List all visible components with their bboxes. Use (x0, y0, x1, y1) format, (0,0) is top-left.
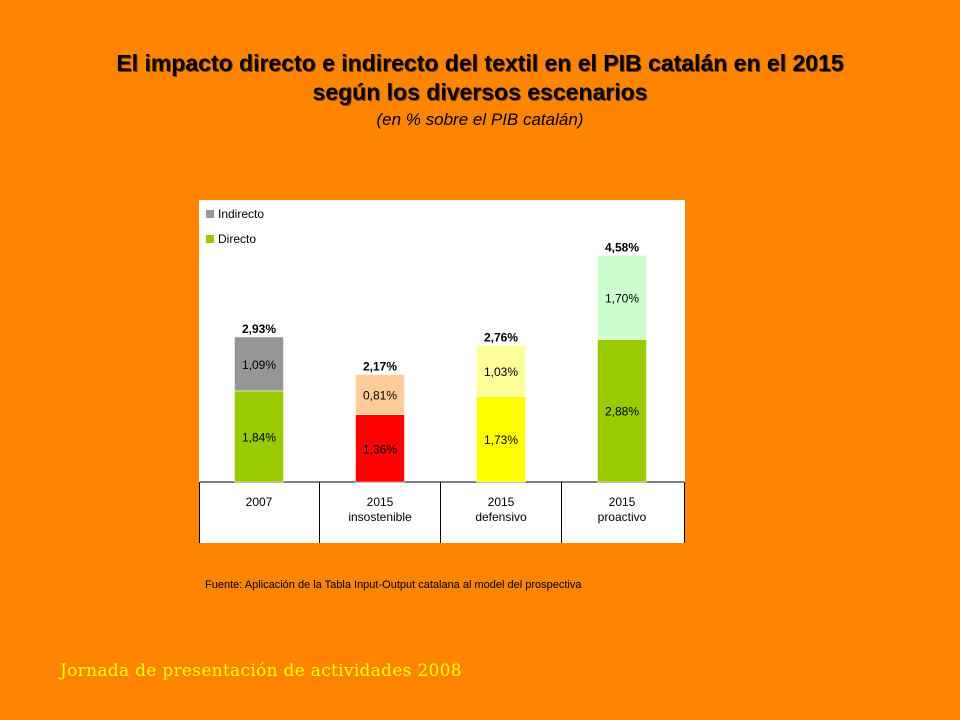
bar-indirecto-0 (234, 336, 284, 392)
chart-title-line1: El impacto directo e indirecto del texti… (116, 50, 844, 76)
x-tick-label-3-1: proactivo (598, 510, 647, 524)
data-label-indirecto-1: 0,81% (363, 389, 397, 403)
bar-indirecto-2 (476, 345, 526, 397)
x-tick-label-2-0: 2015 (488, 495, 515, 509)
x-tick-label-0-0: 2007 (246, 495, 273, 509)
data-label-indirecto-3: 1,70% (605, 291, 639, 305)
data-label-directo-0: 1,84% (242, 430, 276, 444)
chart-area: 1,84% 1,09% 2,93% 2007 1,36% 0,81% 2,17% 2015 in… (199, 200, 685, 543)
chart-subtitle: (en % sobre el PIB catalán) (376, 110, 584, 129)
x-tick-label-1-0: 2015 (367, 495, 394, 509)
total-label-3: 4,58% (605, 240, 639, 254)
data-label-indirecto-0: 1,09% (242, 358, 276, 372)
bar-directo-2 (476, 396, 526, 483)
total-label-2: 2,76% (484, 330, 518, 344)
source-note: Fuente: Aplicación de la Tabla Input-Out… (205, 579, 582, 591)
legend-label-directo: Directo (218, 232, 256, 246)
bar-directo-0 (234, 390, 284, 483)
total-label-0: 2,93% (242, 322, 276, 336)
bar-indirecto-3 (597, 255, 647, 340)
footer-text: Jornada de presentación de actividades 2… (60, 661, 462, 681)
bar-indirecto-1 (355, 374, 405, 415)
data-label-directo-3: 2,88% (605, 405, 639, 419)
data-label-directo-1: 1,36% (363, 442, 397, 456)
x-tick-label-1-1: insostenible (348, 510, 412, 524)
bar-directo-3 (597, 339, 647, 483)
x-tick-label-2-1: defensivo (475, 510, 527, 524)
legend-swatch-directo (206, 235, 214, 243)
data-label-indirecto-2: 1,03% (484, 365, 518, 379)
legend-swatch-indirecto (206, 210, 214, 218)
total-label-1: 2,17% (363, 360, 397, 374)
chart-svg: 1,84%1,09%2,93%20071,36%0,81%2,17%2015in… (199, 200, 685, 543)
chart-frame (199, 200, 685, 543)
legend-label-indirecto: Indirecto (218, 207, 264, 221)
chart-title-line2: según los diversos escenarios (312, 79, 648, 105)
data-label-directo-2: 1,73% (484, 433, 518, 447)
bar-directo-1 (355, 414, 405, 483)
x-tick-label-3-0: 2015 (609, 495, 636, 509)
